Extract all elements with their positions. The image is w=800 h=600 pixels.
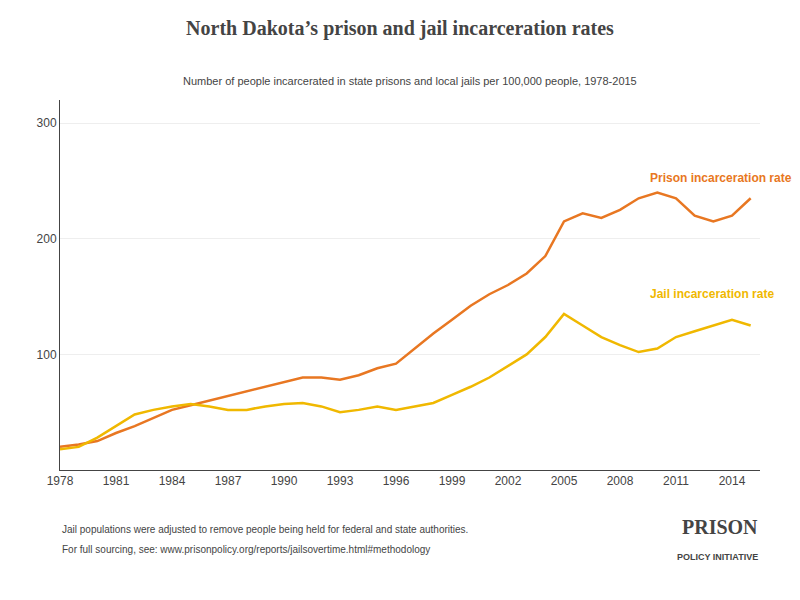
svg-text:2014: 2014 <box>719 474 746 488</box>
svg-text:PRISON: PRISON <box>682 516 758 538</box>
svg-text:POLICY INITIATIVE: POLICY INITIATIVE <box>677 552 758 562</box>
svg-text:1999: 1999 <box>439 474 466 488</box>
svg-text:2002: 2002 <box>495 474 522 488</box>
svg-text:100: 100 <box>37 348 57 362</box>
svg-text:North Dakota’s prison and jail: North Dakota’s prison and jail incarcera… <box>186 17 614 40</box>
svg-text:1984: 1984 <box>159 474 186 488</box>
svg-text:For full sourcing, see: www.pr: For full sourcing, see: www.prisonpolicy… <box>62 544 430 555</box>
svg-text:Prison incarceration rate: Prison incarceration rate <box>650 171 792 185</box>
svg-text:Jail incarceration rate: Jail incarceration rate <box>650 287 774 301</box>
svg-text:1996: 1996 <box>383 474 410 488</box>
svg-text:200: 200 <box>37 232 57 246</box>
svg-text:1981: 1981 <box>103 474 130 488</box>
svg-text:1978: 1978 <box>47 474 74 488</box>
svg-text:2005: 2005 <box>551 474 578 488</box>
svg-text:1993: 1993 <box>327 474 354 488</box>
svg-text:1987: 1987 <box>215 474 242 488</box>
svg-text:Jail populations were adjusted: Jail populations were adjusted to remove… <box>62 524 468 535</box>
svg-text:Number of people incarcerated: Number of people incarcerated in state p… <box>183 75 637 87</box>
svg-text:1990: 1990 <box>271 474 298 488</box>
svg-text:2008: 2008 <box>607 474 634 488</box>
svg-text:2011: 2011 <box>663 474 689 488</box>
svg-text:300: 300 <box>37 116 57 130</box>
